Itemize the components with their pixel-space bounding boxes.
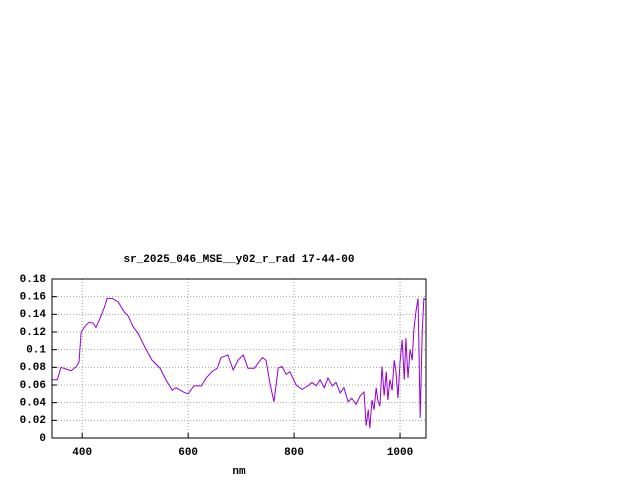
y-tick-label: 0.04	[20, 398, 47, 410]
y-tick-label: 0	[39, 433, 46, 445]
x-tick-label: 1000	[387, 447, 413, 459]
y-tick-label: 0.1	[26, 345, 46, 357]
y-tick-label: 0.18	[20, 274, 47, 286]
y-tick-label: 0.08	[20, 362, 47, 374]
x-tick-label: 600	[178, 447, 198, 459]
chart-title: sr_2025_046_MSE__y02_r_rad 17-44-00	[123, 254, 354, 266]
data-line	[52, 297, 427, 429]
y-tick-label: 0.02	[20, 415, 46, 427]
x-axis-label: nm	[232, 466, 246, 478]
x-tick-label: 800	[284, 447, 304, 459]
y-tick-label: 0.12	[20, 327, 46, 339]
y-tick-label: 0.14	[20, 309, 47, 321]
plot-frame	[51, 278, 427, 439]
x-tick-label: 400	[72, 447, 92, 459]
y-tick-label: 0.16	[20, 292, 46, 304]
y-tick-label: 0.06	[20, 380, 46, 392]
